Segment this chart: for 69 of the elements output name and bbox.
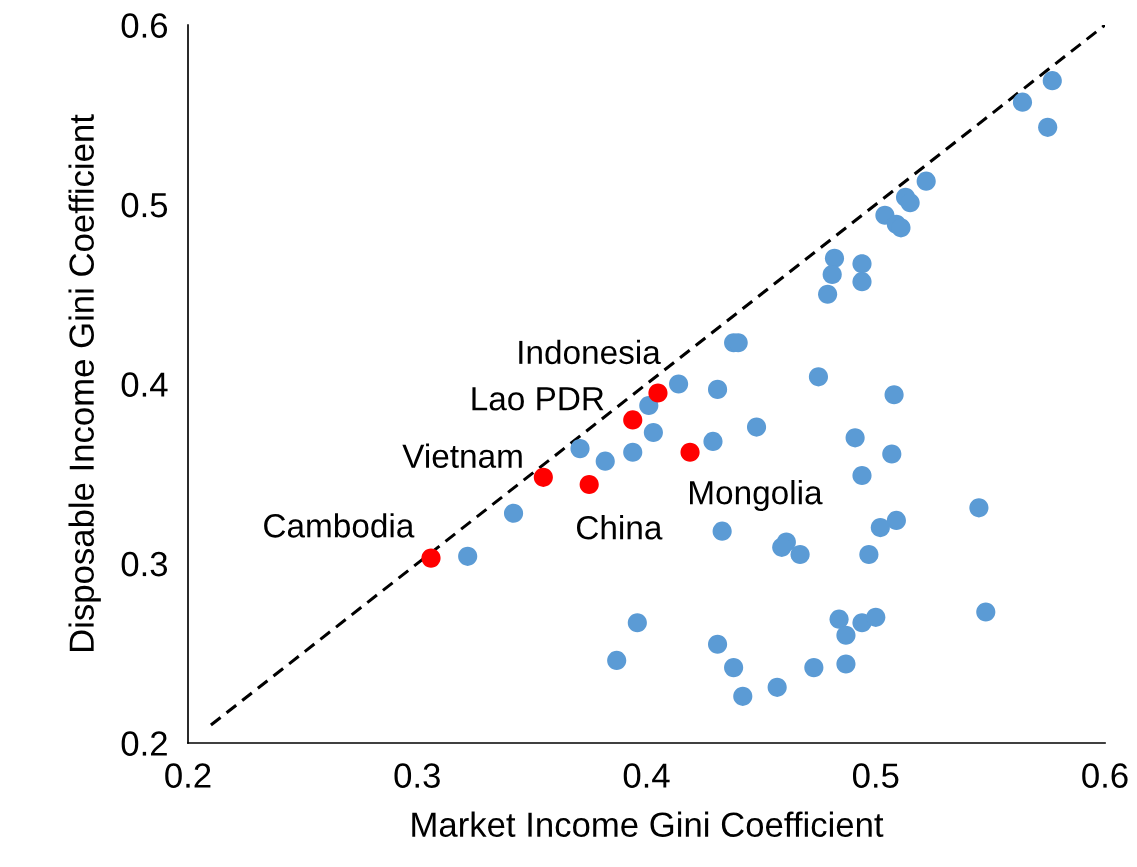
y-tick-label: 0.6 [121, 13, 168, 38]
point [579, 474, 599, 495]
y-tick-label: 0.3 [121, 551, 168, 577]
point [882, 444, 902, 464]
annotation: Mongolia [690, 479, 823, 512]
point [1012, 92, 1033, 112]
point [746, 417, 767, 437]
point [533, 467, 553, 487]
point [503, 503, 524, 523]
x-axis-title: Market Income Gini Coefficient [412, 811, 884, 837]
point [845, 428, 865, 448]
point [969, 498, 989, 518]
point [421, 548, 441, 568]
point [595, 451, 615, 471]
point [680, 442, 700, 462]
point [1038, 117, 1058, 137]
point [822, 264, 842, 285]
x-tick-label: 0.4 [623, 763, 670, 788]
point [976, 602, 996, 622]
y-tick-label: 0.2 [121, 731, 167, 756]
annotation: Indonesia [519, 339, 661, 365]
x-tick-label: 0.6 [1082, 763, 1128, 788]
point [852, 254, 872, 274]
point [627, 613, 647, 633]
annotation: Vietnam [402, 443, 522, 468]
point [767, 677, 787, 697]
point [733, 686, 753, 706]
point [648, 383, 668, 403]
x-tick-label: 0.2 [165, 763, 211, 788]
annotation: China [576, 515, 663, 540]
point [708, 379, 728, 399]
point [570, 439, 590, 459]
point [1042, 71, 1062, 91]
x-tick-label: 0.3 [394, 763, 440, 788]
point [829, 609, 849, 629]
point [891, 218, 911, 238]
point [916, 171, 936, 191]
point [790, 544, 810, 565]
x-tick-label: 0.5 [852, 763, 899, 788]
annotation: Lao PDR [472, 387, 604, 411]
annotation: Cambodia [264, 513, 415, 538]
point [852, 272, 872, 292]
point [623, 410, 643, 430]
point [808, 367, 829, 387]
point [886, 510, 906, 530]
point [708, 634, 728, 654]
point [859, 544, 879, 565]
point [623, 442, 643, 462]
point [824, 248, 845, 268]
point [870, 518, 890, 538]
y-tick-label: 0.5 [121, 192, 168, 218]
point [703, 431, 723, 452]
point [607, 650, 627, 670]
point [900, 193, 920, 213]
point [836, 625, 856, 645]
point [804, 658, 824, 678]
point [724, 658, 744, 678]
point [712, 521, 732, 541]
point [818, 284, 838, 304]
point [772, 537, 792, 557]
y-tick-label: 0.4 [121, 372, 168, 397]
point [836, 654, 856, 674]
point [866, 607, 886, 627]
point [852, 465, 872, 486]
point [884, 385, 904, 405]
point [643, 422, 663, 443]
point [669, 374, 689, 394]
point [458, 546, 478, 566]
y-axis-title: Disposable Income Gini Coefficient [68, 114, 101, 652]
